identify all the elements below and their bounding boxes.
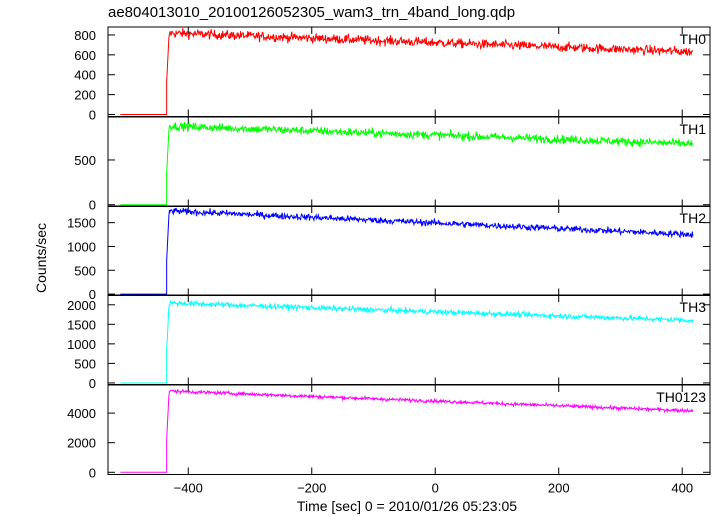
series-line-th2 bbox=[120, 207, 694, 295]
x-tick-label: 200 bbox=[548, 481, 570, 496]
panel-label-th3: TH3 bbox=[680, 299, 707, 315]
series-line-th0123 bbox=[120, 388, 694, 473]
panel-label-th2: TH2 bbox=[680, 210, 707, 226]
y-tick-label: 1500 bbox=[67, 317, 96, 332]
y-tick-label: 500 bbox=[74, 263, 96, 278]
series-line-th0 bbox=[120, 28, 694, 116]
x-tick-label: −200 bbox=[297, 481, 326, 496]
panel-th0123: 0 2000 4000 TH0123 bbox=[67, 384, 711, 480]
series-line-th3 bbox=[120, 299, 694, 384]
panel-label-th0: TH0 bbox=[680, 31, 707, 47]
y-tick-label: 1000 bbox=[67, 337, 96, 352]
y-tick-label: 0 bbox=[89, 108, 96, 123]
y-axis-title: Counts/sec bbox=[33, 223, 49, 293]
x-tick-label: −400 bbox=[174, 481, 203, 496]
panel-th1: 0 500 TH1 bbox=[74, 116, 711, 213]
x-axis: −400 −200 0 200 400 bbox=[174, 481, 693, 496]
x-tick-label: 400 bbox=[671, 481, 693, 496]
panel-frame bbox=[107, 116, 711, 207]
y-tick-label: 4000 bbox=[67, 406, 96, 421]
y-tick-label: 800 bbox=[74, 28, 96, 43]
page-title: ae804013010_20100126052305_wam3_trn_4ban… bbox=[108, 4, 516, 21]
y-tick-label: 600 bbox=[74, 48, 96, 63]
y-tick-label: 0 bbox=[89, 287, 96, 302]
panel-frame bbox=[107, 384, 711, 475]
panels-layer: 0 200 400 600 800 TH0 0 500 TH1 0 500 1000 1500 TH2 0 5… bbox=[67, 26, 711, 480]
y-tick-label: 2000 bbox=[67, 436, 96, 451]
y-tick-label: 0 bbox=[89, 198, 96, 213]
panel-frame bbox=[107, 205, 711, 296]
y-tick-label: 0 bbox=[89, 465, 96, 480]
x-axis-title: Time [sec] 0 = 2010/01/26 05:23:05 bbox=[297, 498, 517, 514]
x-tick-label: 0 bbox=[432, 481, 439, 496]
panel-th2: 0 500 1000 1500 TH2 bbox=[67, 205, 711, 302]
y-tick-label: 500 bbox=[74, 356, 96, 371]
panel-label-th0123: TH0123 bbox=[656, 389, 706, 405]
series-line-th1 bbox=[120, 121, 694, 206]
y-tick-label: 0 bbox=[89, 376, 96, 391]
y-tick-label: 200 bbox=[74, 88, 96, 103]
panel-th0: 0 200 400 600 800 TH0 bbox=[74, 26, 711, 123]
y-tick-label: 1500 bbox=[67, 216, 96, 231]
y-tick-label: 1000 bbox=[67, 239, 96, 254]
panel-label-th1: TH1 bbox=[680, 121, 707, 137]
y-tick-label: 400 bbox=[74, 68, 96, 83]
y-tick-label: 500 bbox=[74, 153, 96, 168]
y-tick-label: 2000 bbox=[67, 298, 96, 313]
panel-th3: 0 500 1000 1500 2000 TH3 bbox=[67, 294, 711, 391]
